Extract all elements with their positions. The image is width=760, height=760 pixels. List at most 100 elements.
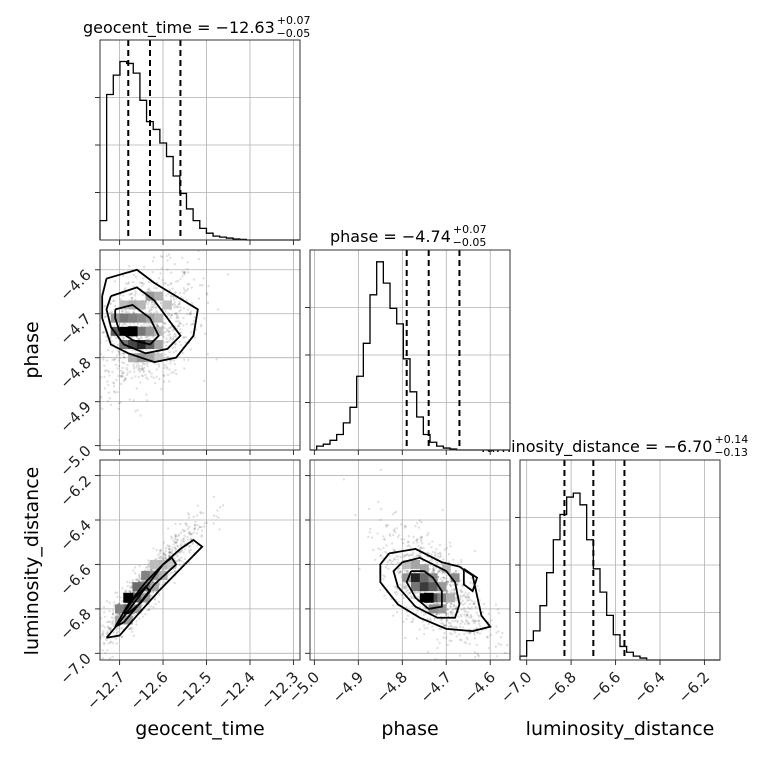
density-cell xyxy=(149,582,159,592)
scatter-point xyxy=(451,613,454,617)
scatter-point xyxy=(168,380,171,383)
scatter-point xyxy=(93,354,95,356)
scatter-point xyxy=(446,601,449,605)
scatter-point xyxy=(122,361,126,365)
scatter-point xyxy=(101,656,105,660)
scatter-point xyxy=(147,562,151,565)
scatter-point xyxy=(472,618,475,622)
scatter-point xyxy=(174,334,177,337)
scatter-point xyxy=(172,543,175,546)
scatter-point xyxy=(453,587,456,591)
scatter-point xyxy=(138,574,141,578)
scatter-point xyxy=(385,544,388,547)
scatter-point xyxy=(172,351,176,354)
scatter-point xyxy=(430,553,433,556)
scatter-point xyxy=(405,586,409,589)
scatter-point xyxy=(448,583,452,586)
scatter-point xyxy=(132,273,136,277)
scatter-point xyxy=(88,378,90,380)
scatter-point xyxy=(159,301,163,304)
scatter-point xyxy=(121,375,125,378)
scatter-point xyxy=(193,526,197,529)
scatter-point xyxy=(189,348,192,351)
scatter-point xyxy=(159,557,162,560)
scatter-point xyxy=(91,316,93,318)
scatter-point xyxy=(101,407,104,411)
scatter-point xyxy=(100,353,103,356)
scatter-point xyxy=(108,657,112,660)
scatter-point xyxy=(411,620,415,623)
scatter-point xyxy=(467,616,471,619)
scatter-point xyxy=(456,583,459,586)
scatter-point xyxy=(163,282,166,285)
scatter-point xyxy=(178,322,181,326)
scatter-point xyxy=(452,588,456,591)
scatter-point xyxy=(149,311,153,315)
scatter-point xyxy=(115,631,118,635)
scatter-point xyxy=(446,608,449,611)
contour-level-3 xyxy=(405,570,443,610)
scatter-point xyxy=(432,628,435,632)
scatter-point xyxy=(449,584,453,588)
scatter-point xyxy=(119,298,122,301)
scatter-point xyxy=(164,330,167,334)
scatter-point xyxy=(478,598,481,602)
scatter-point xyxy=(110,339,114,343)
scatter-point xyxy=(163,322,167,326)
scatter-point xyxy=(131,348,134,352)
scatter-point xyxy=(135,366,138,369)
scatter-point xyxy=(156,322,159,325)
scatter-point xyxy=(105,359,109,362)
scatter-point xyxy=(487,612,491,615)
scatter-point xyxy=(432,571,435,574)
scatter-point xyxy=(419,538,423,541)
scatter-point xyxy=(465,596,468,599)
scatter-point xyxy=(117,402,121,405)
scatter-point xyxy=(486,636,489,639)
scatter-point xyxy=(175,311,178,315)
scatter-point xyxy=(441,508,444,512)
scatter-point xyxy=(171,338,175,341)
scatter-point xyxy=(109,403,113,406)
scatter-point xyxy=(118,356,122,360)
scatter-point xyxy=(462,593,466,597)
scatter-point xyxy=(393,511,396,515)
scatter-point xyxy=(382,574,385,577)
scatter-point xyxy=(461,590,464,594)
scatter-point xyxy=(403,526,407,529)
xtick-label-geocent_time: −12.6 xyxy=(127,668,172,713)
scatter-point xyxy=(446,608,449,611)
scatter-point xyxy=(469,631,472,634)
scatter-point xyxy=(171,329,174,332)
scatter-point xyxy=(105,632,108,635)
scatter-point xyxy=(196,523,199,527)
scatter-point xyxy=(146,288,150,292)
density-cell xyxy=(154,313,164,323)
scatter-point xyxy=(404,584,407,587)
scatter-point xyxy=(166,373,170,376)
scatter-point xyxy=(478,615,481,618)
scatter-point xyxy=(451,626,454,629)
scatter-point xyxy=(111,611,115,615)
scatter-point xyxy=(382,577,385,581)
scatter-point xyxy=(168,333,172,336)
scatter-point xyxy=(127,281,131,284)
scatter-point xyxy=(139,281,142,284)
scatter-point xyxy=(495,625,498,628)
scatter-point xyxy=(400,593,403,597)
scatter-point xyxy=(170,537,173,540)
scatter-point xyxy=(109,302,113,306)
scatter-point xyxy=(199,510,202,514)
scatter-point xyxy=(176,555,179,558)
density-peak xyxy=(123,592,134,603)
scatter-point xyxy=(180,549,183,552)
scatter-point xyxy=(132,399,135,402)
scatter-point xyxy=(402,596,405,600)
scatter-point xyxy=(163,363,166,367)
scatter-point xyxy=(446,619,449,622)
scatter-point xyxy=(134,410,137,413)
scatter-point xyxy=(397,572,400,575)
scatter-point xyxy=(126,371,129,374)
scatter-point xyxy=(461,584,465,588)
scatter-point xyxy=(155,548,158,552)
